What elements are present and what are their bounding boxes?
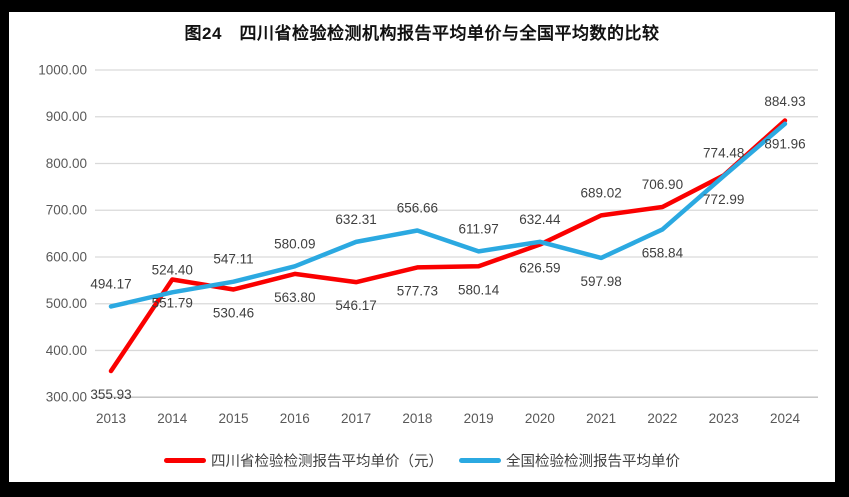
x-tick-label: 2023 (709, 411, 739, 426)
x-tick-label: 2017 (341, 411, 371, 426)
x-tick-label: 2021 (586, 411, 616, 426)
data-label-series-1: 884.93 (764, 94, 805, 109)
data-label-series-1: 611.97 (458, 221, 498, 236)
y-tick-label: 1000.00 (38, 63, 87, 78)
x-tick-label: 2013 (96, 411, 126, 426)
data-label-series-0: 706.90 (642, 177, 683, 192)
data-label-series-1: 772.99 (703, 192, 744, 207)
x-tick-label: 2020 (525, 411, 555, 426)
data-label-series-0: 774.48 (703, 145, 744, 160)
data-label-series-0: 891.96 (764, 137, 805, 152)
data-label-series-0: 551.79 (152, 296, 193, 311)
data-label-series-0: 580.14 (458, 282, 500, 297)
data-label-series-1: 658.84 (642, 245, 684, 260)
y-tick-label: 800.00 (46, 156, 87, 171)
data-label-series-1: 597.98 (581, 274, 622, 289)
y-tick-label: 300.00 (46, 390, 87, 405)
data-label-series-1: 656.66 (397, 200, 438, 215)
legend-label-national: 全国检验检测报告平均单价 (506, 453, 680, 470)
x-tick-label: 2024 (770, 411, 801, 426)
y-tick-label: 900.00 (46, 109, 87, 124)
data-label-series-1: 547.11 (213, 252, 253, 267)
y-tick-label: 500.00 (46, 296, 87, 311)
data-label-series-0: 626.59 (519, 261, 560, 276)
chart-title: 图24 四川省检验检测机构报告平均单价与全国平均数的比较 (184, 24, 660, 43)
series-line-1 (108, 121, 788, 309)
x-tick-label: 2019 (464, 411, 494, 426)
x-tick-label: 2022 (647, 411, 677, 426)
legend-item-national: 全国检验检测报告平均单价 (459, 450, 680, 471)
data-label-series-1: 632.31 (335, 212, 376, 227)
data-label-series-0: 563.80 (274, 290, 315, 305)
chart-canvas: 图24 四川省检验检测机构报告平均单价与全国平均数的比较 300.00 400.0… (9, 12, 835, 482)
x-tick-label: 2014 (157, 411, 188, 426)
legend-item-sichuan: 四川省检验检测报告平均单价（元） (164, 450, 443, 471)
data-label-series-0: 355.93 (90, 387, 131, 402)
x-tick-label: 2018 (402, 411, 432, 426)
y-tick-label: 600.00 (46, 249, 87, 264)
line-chart: 300.00 400.00 500.00 600.00 700.00 800.00 900.… (38, 63, 818, 426)
chart-legend: 四川省检验检测报告平均单价（元） 全国检验检测报告平均单价 (9, 449, 835, 471)
series-line-0 (108, 118, 788, 374)
x-tick-label: 2016 (280, 411, 310, 426)
data-label-series-1: 524.40 (152, 262, 193, 277)
data-label-series-1: 494.17 (90, 276, 131, 291)
data-label-series-0: 689.02 (581, 185, 622, 200)
y-tick-label: 700.00 (46, 203, 87, 218)
data-label-series-1: 580.09 (274, 236, 315, 251)
legend-swatch-blue-line (459, 457, 501, 463)
legend-label-sichuan: 四川省检验检测报告平均单价（元） (211, 453, 443, 470)
x-tick-label: 2015 (219, 411, 249, 426)
data-label-series-0: 530.46 (213, 305, 254, 320)
data-label-series-0: 577.73 (397, 283, 438, 298)
y-tick-label: 400.00 (46, 343, 87, 358)
data-label-series-0: 546.17 (335, 298, 376, 313)
data-label-series-1: 632.44 (519, 212, 561, 227)
legend-swatch-red-line (164, 457, 206, 463)
